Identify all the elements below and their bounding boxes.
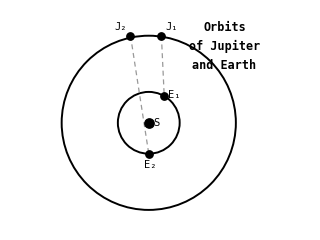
Point xyxy=(159,34,164,38)
Text: J₁: J₁ xyxy=(165,22,177,32)
Point xyxy=(146,152,151,156)
Text: Orbits
of Jupiter
and Earth: Orbits of Jupiter and Earth xyxy=(189,21,260,72)
Point xyxy=(146,121,151,125)
Point xyxy=(162,94,167,98)
Text: S: S xyxy=(154,118,160,128)
Text: E₂: E₂ xyxy=(144,160,156,170)
Point xyxy=(128,34,133,38)
Text: J₂: J₂ xyxy=(115,22,127,32)
Text: E₁: E₁ xyxy=(168,90,181,100)
